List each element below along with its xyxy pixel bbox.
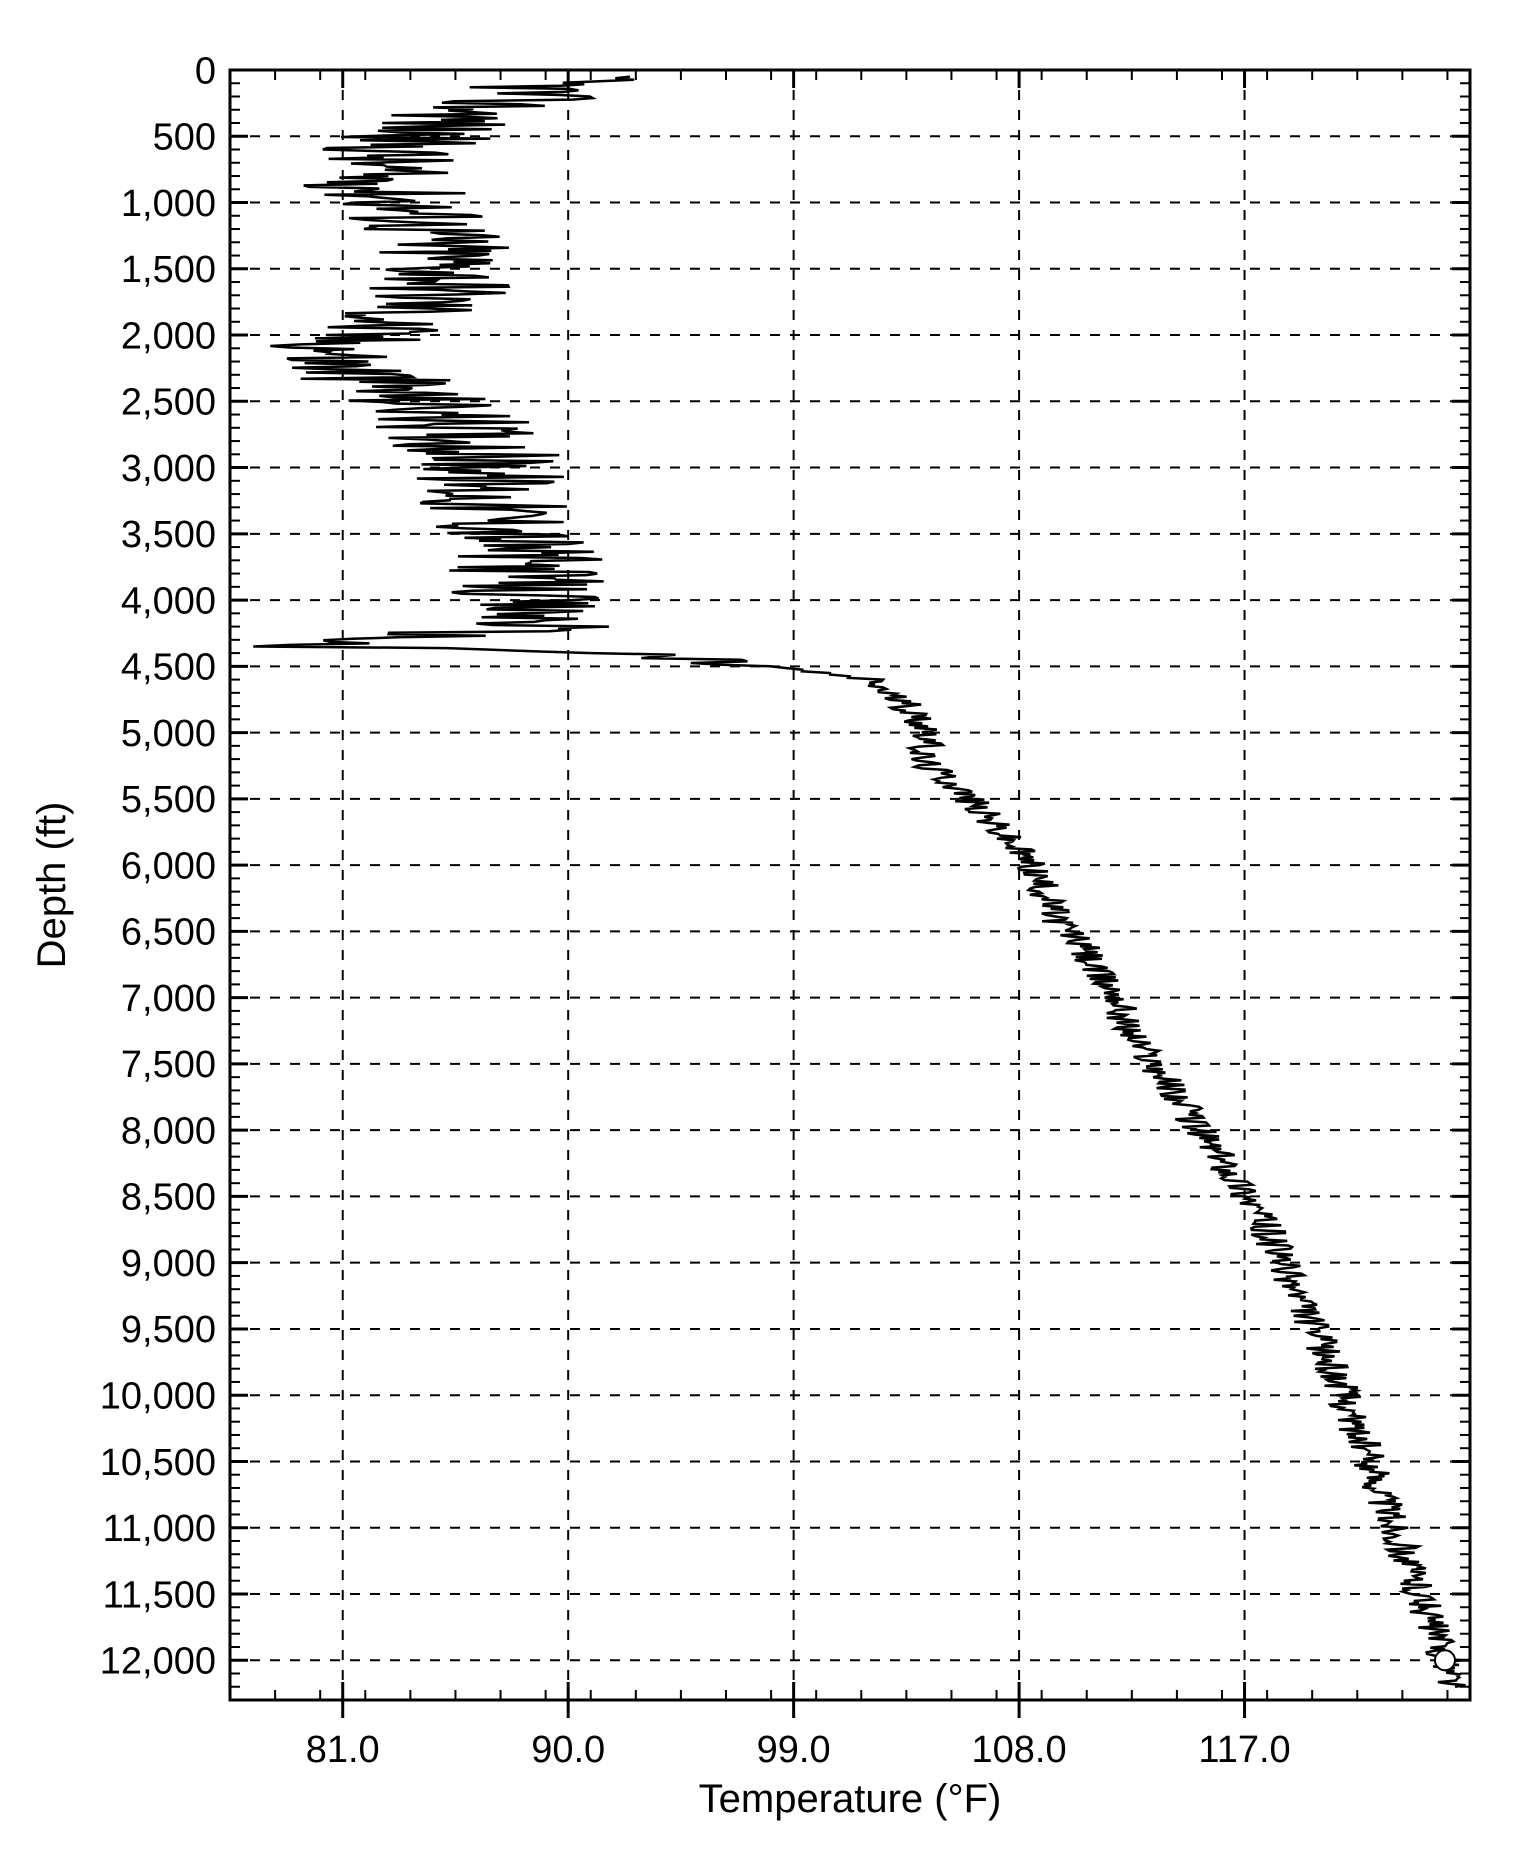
y-tick-label: 2,000 <box>121 315 216 357</box>
y-tick-label: 11,000 <box>103 1508 216 1550</box>
y-tick-label: 6,000 <box>121 845 216 887</box>
y-tick-label: 2,500 <box>121 382 216 424</box>
y-axis-label: Depth (ft) <box>30 802 74 969</box>
y-tick-label: 11,500 <box>103 1574 216 1616</box>
y-tick-label: 3,500 <box>121 514 216 556</box>
x-tick-label: 81.0 <box>306 1729 380 1771</box>
x-tick-label: 99.0 <box>757 1729 831 1771</box>
y-tick-label: 9,500 <box>121 1309 216 1351</box>
y-tick-label: 1,500 <box>121 249 216 291</box>
x-tick-label: 108.0 <box>972 1729 1067 1771</box>
depth-temperature-chart: 81.0 90.0 99.0 108.0 117.0 0 500 1,000 1,500 2,00… <box>0 0 1518 1863</box>
y-tick-label: 3,000 <box>121 448 216 490</box>
y-tick-label: 8,500 <box>121 1177 216 1219</box>
chart-svg: 81.0 90.0 99.0 108.0 117.0 0 500 1,000 1,500 2,00… <box>0 0 1518 1858</box>
y-tick-label: 4,000 <box>121 580 216 622</box>
y-tick-label: 7,500 <box>121 1044 216 1086</box>
end-marker <box>1435 1650 1455 1670</box>
y-tick-label: 10,000 <box>100 1376 216 1418</box>
y-tick-label: 12,000 <box>100 1641 216 1683</box>
x-tick-label: 90.0 <box>531 1729 605 1771</box>
x-axis-label: Temperature (°F) <box>699 1777 1002 1821</box>
y-tick-label: 9,000 <box>121 1243 216 1285</box>
y-tick-label: 10,500 <box>100 1442 216 1484</box>
y-tick-label: 1,000 <box>121 183 216 225</box>
y-tick-label: 500 <box>153 117 216 159</box>
y-tick-label: 5,500 <box>121 779 216 821</box>
y-tick-label: 6,500 <box>121 912 216 954</box>
y-tick-label: 7,000 <box>121 978 216 1020</box>
y-tick-label: 5,000 <box>121 713 216 755</box>
y-tick-label: 8,000 <box>121 1110 216 1152</box>
y-tick-label: 0 <box>195 50 216 92</box>
x-tick-label: 117.0 <box>1198 1729 1290 1771</box>
y-tick-label: 4,500 <box>121 647 216 689</box>
